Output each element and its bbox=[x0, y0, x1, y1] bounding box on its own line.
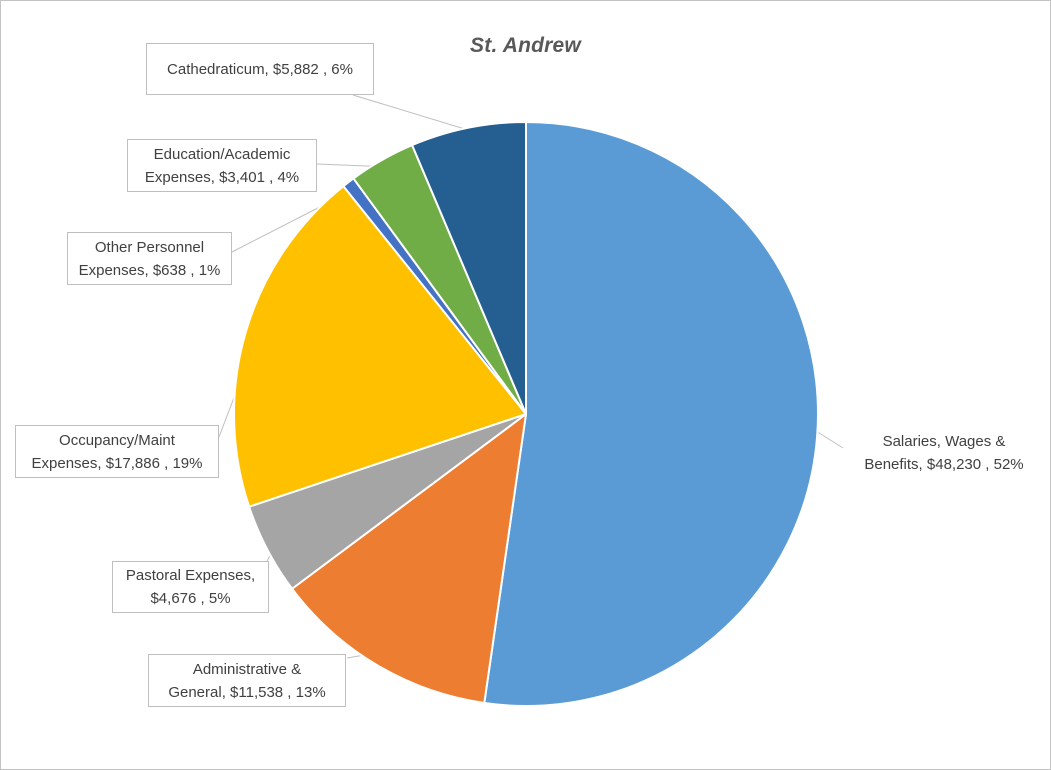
data-label-line: Education/Academic bbox=[153, 145, 291, 163]
data-label-line: General, $11,538 , 13% bbox=[168, 683, 326, 701]
pie-slice-administrative-general bbox=[291, 413, 527, 705]
pie-slice-occupancy-maint-expenses bbox=[233, 185, 527, 508]
data-label-line: Expenses, $638 , 1% bbox=[78, 261, 221, 279]
data-label-line: Administrative & bbox=[192, 660, 302, 678]
chart-title: St. Andrew bbox=[470, 34, 581, 57]
data-label-line: $4,676 , 5% bbox=[150, 590, 231, 607]
data-label-administrative-general: Administrative & General, $11,538 , 13% bbox=[148, 654, 346, 707]
data-label-line: Occupancy/Maint bbox=[59, 431, 175, 449]
data-label-line: Salaries, Wages & bbox=[882, 432, 1006, 450]
leader-line-cathedraticum bbox=[352, 94, 469, 131]
data-label-line: Expenses, $17,886 , 19% bbox=[31, 454, 203, 472]
leader-line-salaries-wages-benefits bbox=[815, 430, 844, 449]
data-label-occupancy-maint: Occupancy/Maint Expenses, $17,886 , 19% bbox=[15, 425, 219, 478]
data-label-line: Expenses, $3,401 , 4% bbox=[144, 168, 300, 186]
pie-slice-cathedraticum bbox=[411, 121, 527, 415]
data-label-salaries-wages-benefits: Salaries, Wages & Benefits, $48,230 , 52… bbox=[843, 426, 1045, 479]
data-label-line: Benefits, $48,230 , 52% bbox=[864, 455, 1024, 473]
data-label-line: Cathedraticum, $5,882 , 6% bbox=[167, 60, 353, 78]
data-label-education-academic: Education/Academic Expenses, $3,401 , 4% bbox=[127, 139, 317, 192]
data-label-other-personnel: Other Personnel Expenses, $638 , 1% bbox=[67, 232, 232, 285]
data-label-cathedraticum: Cathedraticum, $5,882 , 6% bbox=[146, 43, 374, 95]
data-label-line: Other Personnel bbox=[94, 238, 205, 256]
data-label-line: Pastoral Expenses, bbox=[125, 567, 256, 584]
data-label-pastoral: Pastoral Expenses, $4,676 , 5% bbox=[112, 561, 269, 613]
pie-slice-salaries-wages-benefits bbox=[483, 121, 819, 707]
